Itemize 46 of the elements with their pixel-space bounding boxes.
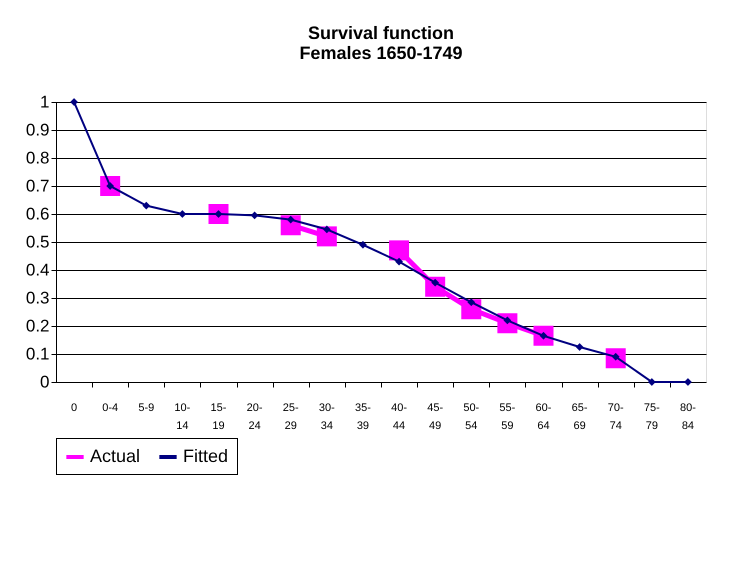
point xyxy=(684,378,692,386)
x-tick-label: 35-39 xyxy=(354,402,372,432)
point xyxy=(389,240,410,260)
y-tick-label: 0.5 xyxy=(26,232,50,252)
point xyxy=(178,210,186,218)
y-tick-label: 0.4 xyxy=(26,260,50,280)
x-tick-label: 70-74 xyxy=(608,402,624,432)
x-tick-label: 0 xyxy=(70,402,78,414)
x-tick-label: 60-64 xyxy=(536,402,552,432)
point xyxy=(467,298,476,306)
y-tick-label: 0.1 xyxy=(26,344,50,364)
x-tick-label: 80-84 xyxy=(680,402,696,432)
y-tick-label: 0.8 xyxy=(26,148,50,168)
point xyxy=(250,212,258,220)
x-tick-label: 30-34 xyxy=(318,402,336,432)
x-tick-label: 65-69 xyxy=(572,402,588,432)
y-tick-label: 1 xyxy=(40,92,50,112)
y-tick-label: 0.6 xyxy=(26,204,50,224)
text: Females 1650-1749 xyxy=(299,43,463,63)
y-tick-label: 0.7 xyxy=(26,176,50,196)
point xyxy=(648,378,656,386)
x-tick-label: 45-49 xyxy=(427,402,444,432)
point xyxy=(322,226,331,234)
y-tick-label: 0.3 xyxy=(26,288,50,308)
legend-label: Fitted xyxy=(183,446,228,466)
text: Survival function xyxy=(308,23,454,43)
x-tick-label: 55-59 xyxy=(499,402,516,432)
point xyxy=(576,343,584,351)
point xyxy=(70,98,78,106)
point xyxy=(395,258,403,266)
legend-label: Actual xyxy=(90,446,140,466)
point xyxy=(359,240,367,249)
y-tick-label: 0.2 xyxy=(26,316,50,336)
x-tick-label: 0-4 xyxy=(102,402,118,414)
x-tick-label: 20-24 xyxy=(246,402,263,432)
x-tick-label: 25-29 xyxy=(282,402,300,432)
y-tick-label: 0.9 xyxy=(26,120,50,140)
x-tick-label: 40-44 xyxy=(391,402,408,432)
x-tick-label: 5-9 xyxy=(138,402,154,414)
point xyxy=(142,202,150,210)
x-tick-label: 50-54 xyxy=(463,402,480,432)
x-tick-label: 15-19 xyxy=(210,402,227,432)
point xyxy=(286,216,295,224)
x-tick-label: 75-79 xyxy=(644,402,660,432)
x-tick-label: 10-14 xyxy=(174,402,191,432)
y-tick-label: 0 xyxy=(40,372,50,392)
